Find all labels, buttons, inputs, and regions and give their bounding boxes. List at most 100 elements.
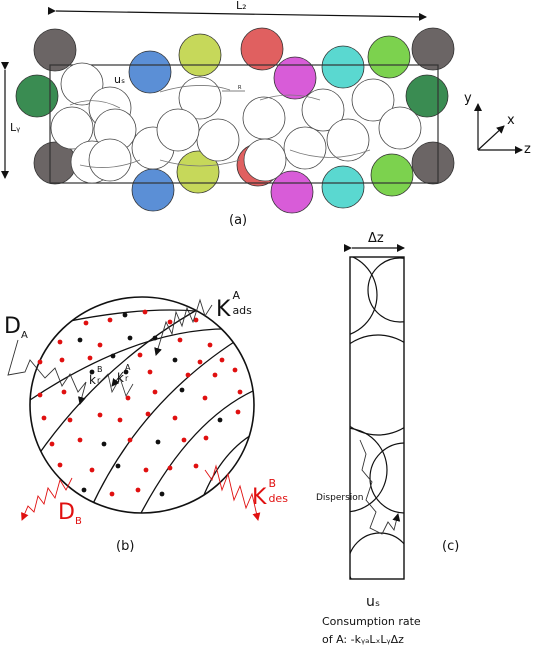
panel-a [0, 6, 523, 214]
white-particle [378, 106, 422, 150]
colored-particle [15, 74, 59, 118]
consumption-line-2: of A: -kᵧₐLₓLᵧΔz [322, 633, 404, 646]
species-b-dot [202, 395, 208, 401]
particle-sphere [29, 296, 255, 514]
length-z-arrow [47, 6, 427, 21]
colored-particle [240, 27, 284, 71]
species-b-dot [219, 357, 225, 363]
colored-particle [131, 168, 175, 212]
colored-particle [273, 56, 317, 100]
species-b-dot [172, 415, 178, 421]
white-particles [50, 62, 422, 184]
species-b-dot [89, 467, 95, 473]
species-a-dot [155, 439, 161, 445]
species-a-dot [127, 335, 133, 341]
species-b-dot [125, 395, 131, 401]
velocity-label-c: uₛ [366, 594, 381, 610]
species-b-dot [97, 412, 103, 418]
species-b-dot [61, 389, 67, 395]
species-b-dot [37, 359, 43, 365]
colored-particle [411, 27, 455, 71]
species-b-dot [232, 367, 238, 373]
white-particle [283, 126, 327, 170]
species-b-dot [49, 441, 55, 447]
species-b-dot [59, 357, 65, 363]
dispersion-path [359, 439, 401, 535]
caption-b: (b) [116, 539, 135, 554]
species-b-dot [142, 309, 148, 315]
species-b-dot [203, 435, 209, 441]
species-a-dot [81, 487, 87, 493]
length-z-label: L₂ [236, 0, 247, 12]
dispersion-label: Dispersion [316, 493, 364, 503]
kdes-path [204, 464, 261, 521]
species-b-dot [143, 467, 149, 473]
panel-c [344, 244, 405, 580]
colored-particle [178, 33, 222, 77]
kads-path [154, 298, 213, 356]
label-db: DB [58, 500, 82, 527]
species-b-dot [145, 411, 151, 417]
species-a-dot [172, 357, 178, 363]
colored-particle [411, 141, 455, 185]
flow-streamlines [69, 85, 371, 168]
axis-x-label: x [507, 113, 515, 128]
caption-a: (a) [229, 213, 248, 228]
white-particle [243, 138, 287, 182]
species-b-dot [57, 462, 63, 468]
species-a-dot [115, 463, 121, 469]
length-y-label: Lᵧ [10, 121, 21, 134]
colored-particle [367, 35, 411, 79]
label-da: DA [4, 314, 28, 341]
colored-particle [33, 28, 77, 72]
white-particle [156, 108, 200, 152]
axes-triad [474, 103, 523, 154]
colored-particle [321, 165, 365, 209]
species-b-dot [193, 463, 199, 469]
white-particle [326, 118, 370, 162]
white-particle [351, 78, 395, 122]
species-a-dot [110, 353, 116, 359]
db-path [21, 477, 73, 521]
species-b-dot [167, 319, 173, 325]
species-b-dot [57, 339, 63, 345]
species-b-dot [177, 337, 183, 343]
species-b-dot [237, 389, 243, 395]
species-b-dot [135, 487, 141, 493]
species-b-dot [107, 317, 113, 323]
consumption-line-1: Consumption rate [322, 615, 421, 628]
species-b-dot [185, 372, 191, 378]
species-b-dot [97, 342, 103, 348]
species-b-dot [147, 369, 153, 375]
species-b-dot [167, 465, 173, 471]
species-a-dot [122, 312, 128, 318]
domain-box [49, 64, 439, 184]
species-b-dot [83, 320, 89, 326]
species-a-dot [89, 369, 95, 375]
species-b-dot [67, 417, 73, 423]
da-path [7, 339, 87, 405]
white-particle [301, 88, 345, 132]
white-particle [242, 96, 286, 140]
species-b-dot [77, 437, 83, 443]
white-particle [88, 138, 132, 182]
colored-particle [128, 50, 172, 94]
species-a-dot [152, 335, 158, 341]
species-b-dot [193, 317, 199, 323]
white-particle [196, 118, 240, 162]
white-particle [60, 62, 104, 106]
species-a-dot [179, 387, 185, 393]
slab-box [349, 256, 405, 580]
species-b-dot [117, 417, 123, 423]
species-b-dot [207, 342, 213, 348]
white-particle [50, 106, 94, 150]
colored-particle [370, 153, 414, 197]
panel-b [7, 296, 261, 521]
velocity-label-a: uₛ [114, 73, 126, 86]
caption-c: (c) [442, 539, 460, 554]
